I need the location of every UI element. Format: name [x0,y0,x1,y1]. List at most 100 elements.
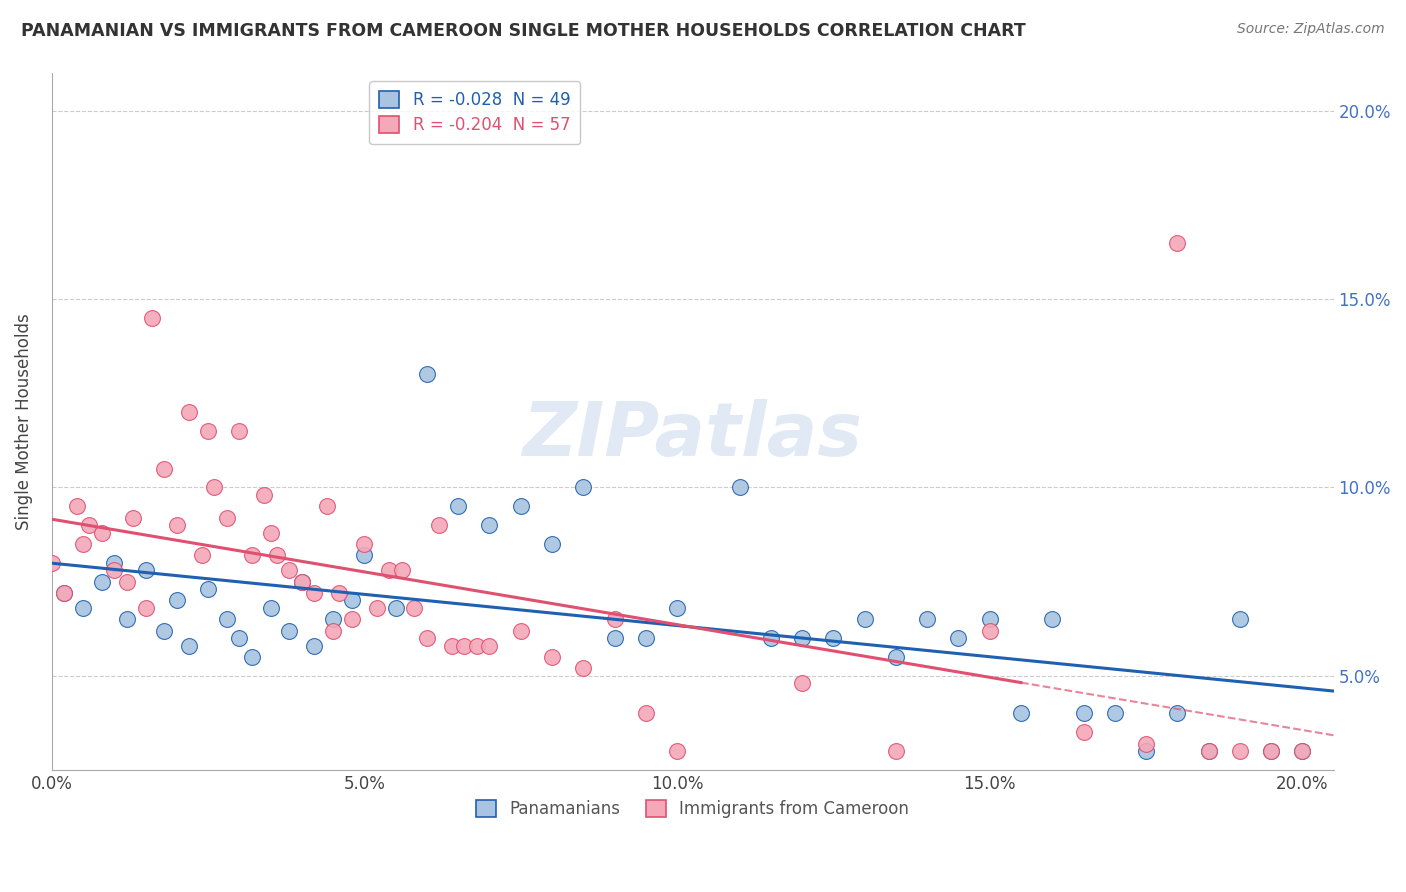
Point [115,612,138,626]
Point [315,500,337,514]
Point [1166,235,1188,250]
Point [228,631,250,645]
Point [666,744,689,758]
Point [103,563,125,577]
Point [278,624,301,638]
Legend: Panamanians, Immigrants from Cameroon: Panamanians, Immigrants from Cameroon [470,793,915,824]
Point [197,424,219,438]
Point [240,548,263,562]
Point [322,624,344,638]
Point [1291,744,1313,758]
Point [948,631,970,645]
Point [153,624,176,638]
Point [478,518,501,533]
Point [72,601,94,615]
Point [792,676,814,690]
Point [291,574,314,589]
Point [353,537,375,551]
Point [77,518,100,533]
Point [328,586,350,600]
Point [166,518,188,533]
Point [90,525,112,540]
Point [240,650,263,665]
Text: ZIPatlas: ZIPatlas [523,399,863,472]
Point [340,593,363,607]
Point [823,631,845,645]
Point [153,461,176,475]
Point [1291,744,1313,758]
Point [634,706,657,721]
Point [1260,744,1282,758]
Point [378,563,401,577]
Point [541,537,564,551]
Point [166,593,188,607]
Point [215,612,238,626]
Point [90,574,112,589]
Point [478,639,501,653]
Point [666,601,689,615]
Point [340,612,363,626]
Point [122,510,145,524]
Point [202,480,225,494]
Point [304,639,326,653]
Point [179,405,201,419]
Point [266,548,288,562]
Point [103,556,125,570]
Point [135,563,157,577]
Point [509,624,531,638]
Point [979,624,1001,638]
Point [509,500,531,514]
Point [228,424,250,438]
Point [979,612,1001,626]
Point [1260,744,1282,758]
Point [1040,612,1063,626]
Point [391,563,413,577]
Point [1229,612,1251,626]
Point [197,582,219,596]
Point [1229,744,1251,758]
Point [1166,706,1188,721]
Point [541,650,564,665]
Point [1135,744,1157,758]
Text: Source: ZipAtlas.com: Source: ZipAtlas.com [1237,22,1385,37]
Point [322,612,344,626]
Point [404,601,426,615]
Point [1073,706,1095,721]
Point [1198,744,1220,758]
Point [304,586,326,600]
Point [384,601,406,615]
Point [728,480,751,494]
Point [115,574,138,589]
Point [179,639,201,653]
Point [191,548,214,562]
Y-axis label: Single Mother Households: Single Mother Households [15,313,32,530]
Point [759,631,782,645]
Point [366,601,388,615]
Point [884,744,907,758]
Point [447,500,470,514]
Point [41,556,63,570]
Point [1135,737,1157,751]
Point [853,612,876,626]
Point [634,631,657,645]
Point [259,525,281,540]
Point [141,310,163,325]
Point [53,586,76,600]
Point [53,586,76,600]
Point [215,510,238,524]
Point [259,601,281,615]
Point [1010,706,1032,721]
Point [465,639,488,653]
Point [416,368,439,382]
Point [1104,706,1126,721]
Point [603,631,626,645]
Point [66,500,89,514]
Point [1198,744,1220,758]
Point [603,612,626,626]
Point [884,650,907,665]
Point [915,612,938,626]
Point [792,631,814,645]
Point [72,537,94,551]
Point [416,631,439,645]
Point [1073,725,1095,739]
